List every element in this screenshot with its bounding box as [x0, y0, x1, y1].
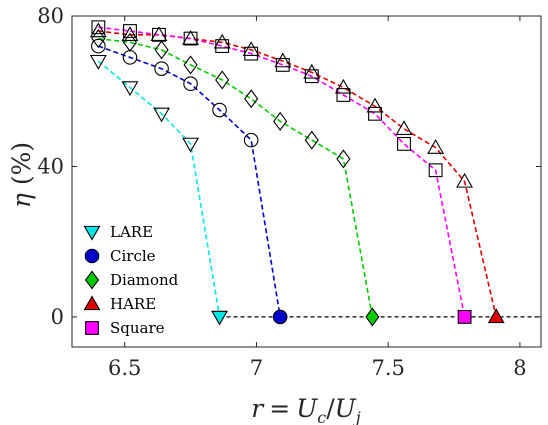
data-point-diamond-4 — [215, 70, 230, 90]
data-point-circle-0 — [91, 38, 106, 54]
data-point-circle-2 — [154, 61, 169, 76]
legend-marker-diamond — [84, 270, 100, 290]
legend-label-diamond: Diamond — [110, 271, 179, 289]
data-point-square-7 — [304, 69, 319, 84]
data-point-diamond-7 — [304, 130, 319, 150]
data-point-square-4 — [215, 39, 230, 54]
data-point-hare-12 — [456, 172, 474, 188]
data-point-square-8 — [336, 88, 351, 102]
legend-marker-circle — [84, 248, 100, 264]
legend-label-lare: LARE — [110, 223, 153, 241]
data-point-hare-6 — [274, 52, 292, 68]
data-point-lare-2 — [153, 107, 171, 123]
y-axis-label-unit: (%) — [7, 142, 36, 185]
data-point-lare-3 — [182, 137, 200, 153]
data-point-hare-9 — [366, 97, 384, 113]
series-line-square — [98, 26, 466, 318]
x-tick-label: 6.5 — [108, 356, 141, 380]
data-point-hare-2 — [150, 26, 168, 41]
data-point-diamond-6 — [273, 111, 288, 131]
data-point-hare-13 — [487, 308, 505, 324]
y-tick-label: 40 — [37, 154, 64, 178]
legend: LARE Circle Diamond HARE Square — [83, 223, 179, 337]
x-tick-label: 8 — [513, 356, 526, 380]
x-axis-label: r = Uc/Uj — [251, 394, 360, 425]
data-point-hare-3 — [182, 29, 200, 45]
legend-label-circle: Circle — [110, 247, 156, 265]
data-point-hare-7 — [303, 63, 321, 79]
x-axis-label-eq: = — [269, 394, 290, 423]
data-point-diamond-5 — [244, 89, 259, 109]
x-axis-label-u1: U — [296, 394, 318, 423]
data-point-lare-4 — [211, 310, 228, 326]
data-point-hare-11 — [427, 139, 445, 154]
data-point-hare-10 — [395, 120, 413, 136]
series-markers — [89, 20, 505, 327]
data-point-square-10 — [397, 136, 411, 151]
legend-marker-lare — [83, 225, 101, 241]
data-point-diamond-9 — [365, 307, 380, 327]
data-point-circle-6 — [272, 309, 288, 325]
y-axis-label-group: η (%) — [7, 142, 36, 208]
data-point-square-1 — [123, 24, 137, 38]
y-axis-label-eta: η — [7, 193, 36, 208]
data-point-hare-4 — [213, 33, 231, 49]
data-point-square-9 — [368, 106, 382, 121]
data-point-square-5 — [244, 46, 259, 61]
legend-label-square: Square — [110, 319, 165, 337]
data-point-diamond-0 — [91, 29, 106, 49]
x-axis-label-r: r — [251, 394, 265, 423]
data-point-circle-5 — [243, 132, 259, 148]
data-point-hare-8 — [334, 78, 352, 94]
x-axis-label-sub1: c — [317, 408, 326, 425]
data-point-hare-1 — [121, 26, 139, 41]
data-point-square-0 — [91, 20, 106, 35]
data-point-hare-5 — [242, 41, 260, 57]
legend-label-hare: HARE — [110, 295, 156, 313]
x-tick-label: 7.5 — [371, 356, 404, 380]
data-point-square-6 — [275, 57, 290, 72]
data-point-hare-0 — [89, 22, 107, 38]
data-point-lare-0 — [89, 54, 107, 70]
series-line-lare — [97, 60, 221, 318]
data-point-diamond-3 — [183, 55, 198, 75]
series-line-diamond — [98, 37, 374, 318]
series-line-circle — [98, 45, 281, 318]
legend-marker-square — [85, 321, 99, 335]
x-axis-label-slash: / — [326, 394, 335, 423]
data-point-square-11 — [428, 163, 443, 178]
data-point-square-12 — [457, 309, 472, 324]
data-point-lare-1 — [121, 81, 139, 97]
plot-area — [72, 16, 541, 347]
data-point-square-3 — [183, 31, 198, 46]
y-tick-label: 0 — [51, 305, 64, 329]
x-tick-label: 7 — [250, 356, 263, 380]
plot-frame — [71, 15, 542, 348]
y-axis-label: η (%) — [7, 142, 36, 208]
y-tick-label: 80 — [37, 4, 64, 28]
data-point-circle-3 — [183, 76, 198, 92]
data-point-circle-4 — [212, 102, 227, 118]
data-point-diamond-8 — [336, 149, 351, 169]
x-axis-label-sub2: j — [353, 408, 361, 425]
legend-marker-hare — [83, 295, 101, 311]
data-point-square-2 — [152, 27, 166, 42]
data-point-diamond-2 — [154, 40, 169, 60]
x-axis-label-u2: U — [335, 394, 357, 423]
data-point-diamond-1 — [122, 32, 138, 52]
